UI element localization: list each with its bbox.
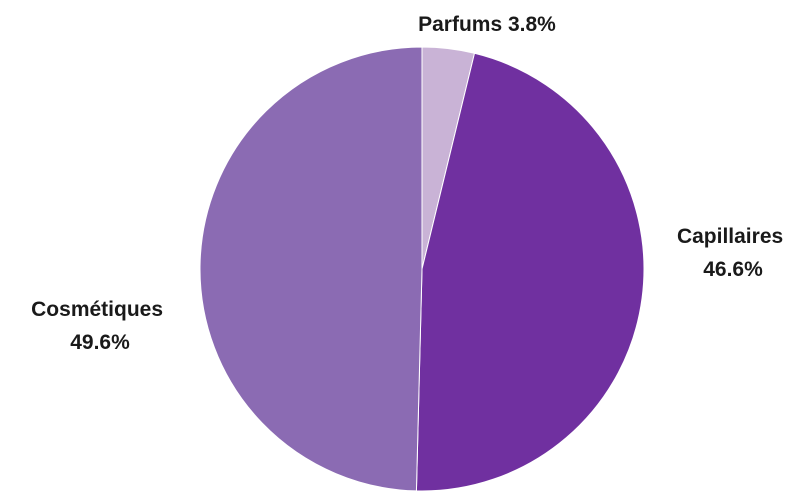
slice-label-cosmetiques: Cosmétiques 49.6% — [31, 298, 169, 354]
slice-label-cosmetiques-name: Cosmétiques — [31, 298, 163, 321]
slice-label-cosmetiques-value: 49.6% — [70, 331, 130, 354]
pie-labels: Parfums 3.8% Capillaires 46.6% Cosmétiqu… — [31, 13, 789, 354]
slice-label-parfums-line-1: Parfums 3.8% — [418, 13, 556, 36]
slice-label-capillaires-name: Capillaires — [677, 225, 783, 248]
pie-slice-cosmetiques — [199, 46, 423, 491]
pie-slices — [199, 46, 645, 491]
slice-label-capillaires-value: 46.6% — [703, 258, 763, 281]
pie-slice-capillaires — [415, 52, 645, 491]
slice-label-parfums: Parfums 3.8% — [418, 13, 556, 36]
slice-label-capillaires: Capillaires 46.6% — [677, 225, 789, 281]
